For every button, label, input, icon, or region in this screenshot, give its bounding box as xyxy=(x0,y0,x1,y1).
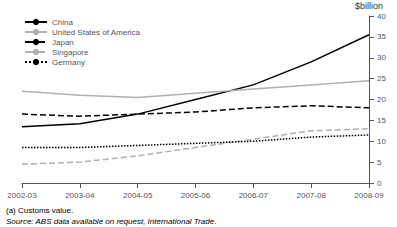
svg-text:30: 30 xyxy=(377,53,386,62)
svg-text:2005-06: 2005-06 xyxy=(181,191,211,200)
svg-text:40: 40 xyxy=(377,12,386,21)
svg-text:2004-05: 2004-05 xyxy=(123,191,153,200)
svg-text:Germany: Germany xyxy=(52,58,85,67)
svg-text:10: 10 xyxy=(377,137,386,146)
svg-text:15: 15 xyxy=(377,116,386,125)
svg-text:Japan: Japan xyxy=(52,38,74,47)
svg-text:2008-09: 2008-09 xyxy=(354,191,384,200)
svg-text:Source: ABS data available on: Source: ABS data available on request, I… xyxy=(6,217,216,226)
svg-text:35: 35 xyxy=(377,32,386,41)
svg-text:2002-03: 2002-03 xyxy=(7,191,37,200)
svg-text:5: 5 xyxy=(377,158,382,167)
svg-text:2003-04: 2003-04 xyxy=(65,191,95,200)
svg-text:2006-07: 2006-07 xyxy=(239,191,269,200)
svg-text:United States of America: United States of America xyxy=(52,28,141,37)
svg-text:20: 20 xyxy=(377,95,386,104)
svg-text:Singapore: Singapore xyxy=(52,48,89,57)
svg-text:(a) Customs value.: (a) Customs value. xyxy=(6,206,73,215)
svg-text:0: 0 xyxy=(377,179,382,188)
svg-text:China: China xyxy=(52,18,73,27)
svg-text:$billion: $billion xyxy=(355,1,383,11)
svg-text:2007-08: 2007-08 xyxy=(296,191,326,200)
svg-text:25: 25 xyxy=(377,74,386,83)
